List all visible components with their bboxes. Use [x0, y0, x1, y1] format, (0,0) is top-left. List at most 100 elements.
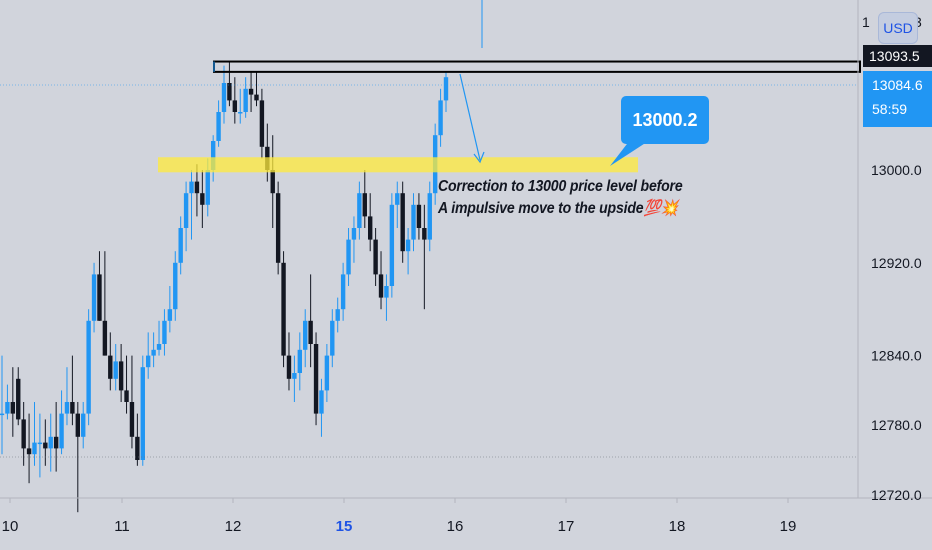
candle-body: [210, 141, 216, 170]
candle-body: [281, 262, 286, 356]
candle: [43, 419, 48, 466]
candle-body: [0, 413, 5, 416]
candle-body: [5, 402, 10, 414]
candle-body: [129, 402, 135, 437]
candle-body: [26, 448, 32, 455]
candle-body: [443, 77, 449, 101]
candle: [351, 216, 357, 263]
candle-body: [351, 228, 357, 240]
candle-body: [373, 239, 378, 275]
candle: [216, 100, 221, 147]
candle: [124, 355, 129, 414]
candle-body: [178, 228, 183, 263]
candle: [59, 390, 64, 455]
candle: [238, 88, 243, 124]
candle: [346, 228, 351, 286]
candle: [416, 193, 422, 240]
annotation-line-2: A impulsive move to the upside💯💥: [438, 200, 679, 217]
candle: [189, 170, 194, 240]
candle-body: [151, 349, 156, 356]
candle-body: [248, 88, 254, 95]
candle-body: [118, 361, 124, 391]
candle: [129, 355, 135, 449]
candle: [373, 228, 378, 286]
candle: [411, 193, 416, 252]
candle: [319, 378, 324, 437]
annotation-line-1: Correction to 13000 price level before: [438, 178, 683, 195]
x-tick-label: 11: [114, 518, 130, 535]
candle-body: [91, 274, 97, 321]
candle-body: [238, 112, 243, 114]
candle-body: [400, 193, 405, 252]
y-tick-label: 13000.0: [871, 162, 922, 178]
candle: [330, 309, 335, 368]
candle-body: [216, 112, 221, 141]
candle-body: [438, 100, 443, 136]
x-tick-label: 19: [780, 518, 797, 535]
callout-pointer: [610, 140, 650, 166]
candle: [378, 251, 384, 310]
y-tick-label: 12840.0: [871, 348, 922, 364]
candle: [313, 332, 319, 426]
candle-body: [21, 419, 26, 449]
candle: [26, 413, 32, 484]
candle-body: [81, 413, 86, 437]
candle: [438, 88, 443, 147]
candle-body: [48, 436, 53, 449]
candle-body: [32, 442, 37, 455]
candle-body: [378, 274, 384, 298]
candle: [259, 88, 265, 159]
candle-body: [232, 100, 238, 112]
analysis-annotation[interactable]: Correction to 13000 price level before A…: [438, 176, 683, 220]
price-callout[interactable]: 13000.2: [621, 96, 709, 144]
candle: [178, 216, 183, 275]
candle: [135, 413, 140, 466]
candle: [64, 367, 70, 426]
candle-body: [346, 239, 351, 275]
projection-arrowhead: [473, 151, 485, 164]
candle: [367, 193, 373, 252]
candle-body: [422, 228, 427, 240]
candle-body: [416, 204, 422, 228]
candle: [357, 181, 362, 240]
candle: [183, 181, 189, 252]
candle: [270, 135, 275, 228]
candle: [167, 286, 173, 333]
candle-body: [362, 193, 367, 217]
candle: [275, 181, 281, 275]
candle: [53, 402, 59, 472]
candle-body: [313, 344, 319, 414]
candle-body: [97, 274, 102, 321]
candle: [0, 355, 5, 455]
candle: [97, 251, 102, 321]
price-tag-last: 13084.6 58:59: [863, 71, 932, 127]
last-price-value: 13084.6: [872, 77, 923, 93]
candle-body: [113, 361, 118, 379]
candle-body: [297, 349, 303, 373]
candle: [281, 251, 286, 368]
candle: [173, 251, 178, 321]
candle-body: [16, 378, 21, 420]
candle-body: [395, 193, 400, 205]
x-tick-label: 16: [447, 518, 464, 535]
candle: [362, 170, 367, 228]
candle-body: [37, 442, 43, 445]
currency-button[interactable]: USD: [878, 12, 918, 44]
candle-body: [227, 83, 232, 101]
candle-body: [275, 193, 281, 263]
x-tick-label: 15: [336, 518, 353, 535]
candle: [265, 123, 270, 182]
candle: [254, 71, 259, 107]
candle-body: [243, 88, 248, 112]
candle-body: [389, 204, 395, 286]
candle: [340, 262, 346, 321]
candle-body: [427, 193, 432, 240]
resistance-box: [213, 60, 861, 73]
candle: [227, 62, 232, 107]
candle: [335, 297, 340, 333]
candle-body: [124, 390, 129, 402]
candle: [37, 413, 43, 478]
candle-body: [319, 390, 324, 414]
candle: [427, 181, 432, 252]
